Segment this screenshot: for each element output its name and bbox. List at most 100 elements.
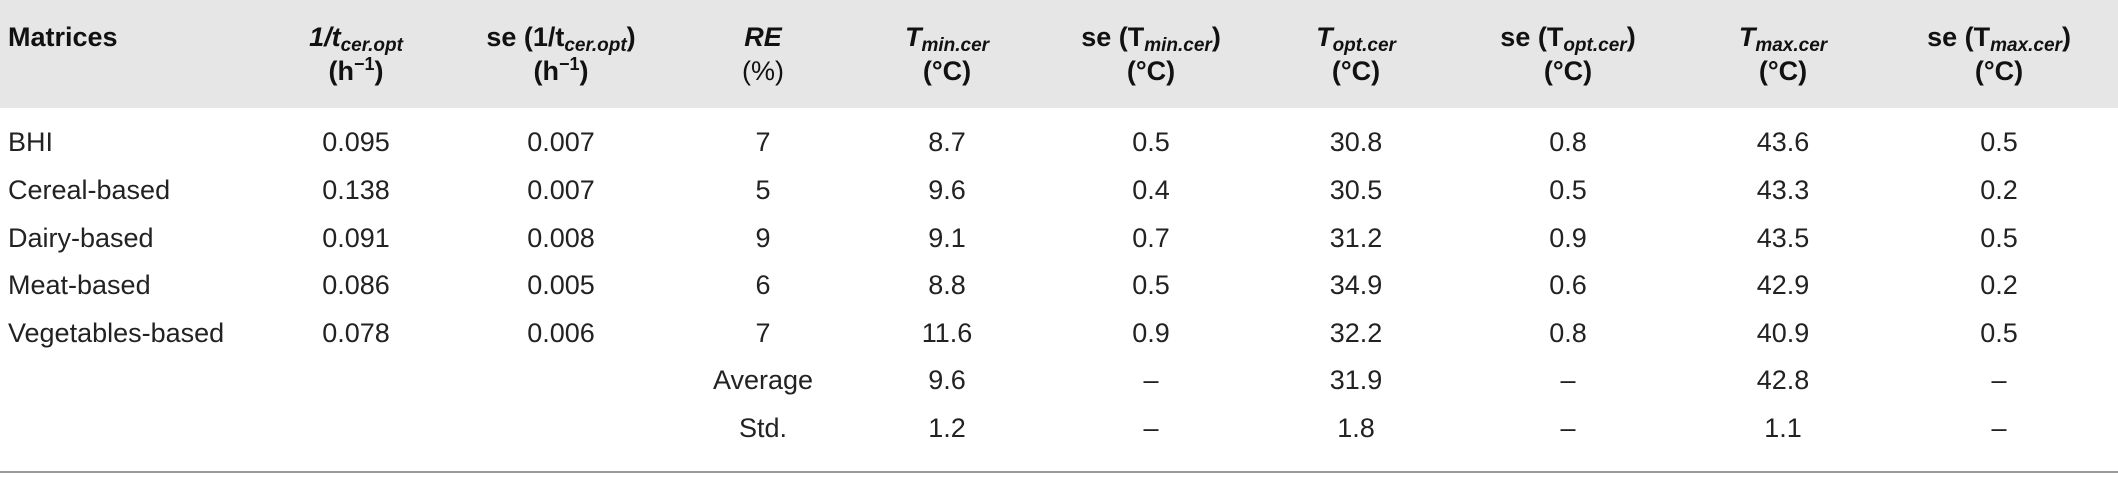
header-se-tmax-prefix: se (T: [1927, 22, 1991, 52]
header-inv-tcer: 1/tcer.opt (h−1): [262, 0, 450, 108]
cell-se-tmin: 0.4: [1132, 175, 1170, 206]
cell-se-topt: –: [1560, 365, 1576, 396]
cell-re: 6: [755, 270, 771, 301]
header-inv-tcer-symbol: 1/t: [309, 22, 341, 52]
cell-se-tmax: 0.5: [1980, 317, 2018, 348]
header-inv-tcer-unit-base: (h: [328, 56, 354, 86]
cell-se-tmin: 0.5: [1132, 127, 1170, 157]
header-inv-tcer-unit-close: ): [374, 56, 384, 86]
cell-se-tmax: –: [1991, 412, 2007, 443]
header-se-tmax: se (Tmax.cer) (°C): [1880, 0, 2118, 108]
table-row: BHI 0.095 0.007 7 8.7 0.5 30.8 0.8 43.6 …: [0, 108, 2118, 167]
cell-se-topt: 0.8: [1549, 317, 1587, 348]
cell-topt: 31.2: [1329, 222, 1383, 253]
header-se-tmin-suffix: ): [1211, 22, 1221, 52]
cell-se-inv-tcer: 0.006: [527, 317, 595, 348]
cell-se-tmin: 0.7: [1132, 222, 1170, 253]
header-se-inv-tcer-unit-line: (h−1): [451, 54, 671, 88]
header-tmin-subscript: min.cer: [921, 35, 990, 56]
header-re-label-line: RE: [673, 20, 853, 54]
cell-topt: 32.2: [1329, 317, 1383, 348]
cell-inv-tcer: 0.095: [322, 127, 390, 157]
header-se-topt-subscript: opt.cer: [1563, 35, 1627, 56]
header-se-topt-prefix: se (T: [1500, 22, 1564, 52]
cell-inv-tcer: 0.086: [322, 270, 390, 301]
header-topt-symbol: T: [1316, 22, 1333, 52]
header-re-unit: (%): [742, 56, 784, 86]
cell-se-inv-tcer: 0.007: [527, 127, 595, 157]
header-tmin-symbol-line: Tmin.cer: [855, 20, 1039, 56]
cell-re: 5: [755, 175, 771, 206]
header-tmax: Tmax.cer (°C): [1686, 0, 1880, 108]
header-se-inv-tcer-unit-base: (h: [533, 56, 559, 86]
summary-row-average: Average 9.6 – 31.9 – 42.8 –: [0, 357, 2118, 405]
header-inv-tcer-unit-line: (h−1): [263, 54, 449, 88]
header-se-tmin-subscript: min.cer: [1144, 35, 1212, 56]
table-row: Vegetables-based 0.078 0.006 7 11.6 0.9 …: [0, 310, 2118, 358]
header-se-tmin-unit: (°C): [1126, 56, 1176, 86]
cell-se-tmin: 0.5: [1132, 270, 1170, 301]
cell-se-topt: 0.8: [1549, 127, 1587, 157]
table-body: BHI 0.095 0.007 7 8.7 0.5 30.8 0.8 43.6 …: [0, 108, 2118, 452]
cell-se-tmin: 0.9: [1132, 317, 1170, 348]
header-se-tmax-symbol-line: se (Tmax.cer): [1881, 20, 2117, 56]
cell-topt: 30.8: [1329, 127, 1383, 157]
header-re-label: RE: [744, 22, 782, 52]
header-tmin-unit: (°C): [922, 56, 972, 86]
cell-topt: 30.5: [1329, 175, 1383, 206]
cell-matrix: Meat-based: [8, 270, 151, 301]
cell-matrix: [0, 405, 262, 453]
cell-matrix: BHI: [8, 127, 54, 157]
header-matrices: Matrices: [0, 0, 262, 108]
header-se-inv-tcer: se (1/tcer.opt) (h−1): [450, 0, 672, 108]
cell-tmin: 11.6: [921, 317, 973, 348]
cell-re: 7: [755, 127, 771, 157]
cell-matrix: Dairy-based: [8, 222, 154, 253]
cell-tmin: 8.8: [928, 270, 966, 301]
cell-inv-tcer: 0.091: [322, 222, 390, 253]
cell-se-inv-tcer: 0.007: [527, 175, 595, 206]
header-se-topt-suffix: ): [1626, 22, 1636, 52]
cell-se-topt: –: [1560, 412, 1576, 443]
cell-matrix: Vegetables-based: [8, 317, 225, 348]
header-tmin-symbol: T: [904, 22, 922, 52]
cell-re: 9: [755, 222, 771, 253]
cell-se-topt: 0.5: [1549, 175, 1587, 206]
header-se-tmax-subscript: max.cer: [1990, 35, 2062, 56]
header-se-inv-tcer-prefix: se (1/t: [486, 22, 565, 52]
header-re: RE (%): [672, 0, 854, 108]
cell-tmin: 9.1: [928, 222, 966, 253]
header-topt: Topt.cer (°C): [1262, 0, 1450, 108]
cell-tmax: 1.1: [1764, 412, 1802, 443]
cell-topt: 31.9: [1329, 365, 1383, 396]
header-row: Matrices 1/tcer.opt (h−1) se (1/tcer.opt…: [0, 0, 2118, 108]
cell-inv-tcer: [262, 405, 450, 453]
header-tmax-symbol: T: [1738, 22, 1756, 52]
header-tmax-symbol-line: Tmax.cer: [1687, 20, 1879, 55]
header-se-inv-tcer-unit-exp: −1: [558, 54, 580, 74]
table-header: Matrices 1/tcer.opt (h−1) se (1/tcer.opt…: [0, 0, 2118, 108]
cell-se-inv-tcer: [450, 405, 672, 453]
cell-tmin: 9.6: [928, 365, 966, 396]
header-se-tmin-prefix: se (T: [1081, 22, 1145, 52]
cell-tmax: 43.6: [1756, 127, 1810, 157]
header-se-inv-tcer-suffix: ): [626, 22, 636, 52]
cell-se-topt: 0.9: [1549, 222, 1587, 253]
cell-tmax: 42.9: [1756, 270, 1810, 301]
header-se-tmin-symbol-line: se (Tmin.cer): [1041, 20, 1261, 56]
header-inv-tcer-unit-exp: −1: [353, 54, 375, 74]
header-topt-symbol-line: Topt.cer: [1263, 20, 1449, 55]
cell-se-tmax: 0.5: [1980, 127, 2018, 157]
cell-se-tmax: 0.2: [1980, 175, 2018, 206]
summary-row-std: Std. 1.2 – 1.8 – 1.1 –: [0, 405, 2118, 453]
cell-se-topt: 0.6: [1549, 270, 1587, 301]
header-inv-tcer-subscript: cer.opt: [340, 35, 403, 56]
cell-topt: 1.8: [1337, 412, 1375, 443]
cardinal-temperature-table: Matrices 1/tcer.opt (h−1) se (1/tcer.opt…: [0, 0, 2118, 452]
header-se-inv-tcer-unit-close: ): [579, 56, 589, 86]
cell-se-tmax: 0.5: [1980, 222, 2018, 253]
header-tmin: Tmin.cer (°C): [854, 0, 1040, 108]
cell-topt: 34.9: [1329, 270, 1383, 301]
cell-tmax: 42.8: [1756, 365, 1810, 396]
cell-se-tmin: –: [1143, 412, 1159, 443]
